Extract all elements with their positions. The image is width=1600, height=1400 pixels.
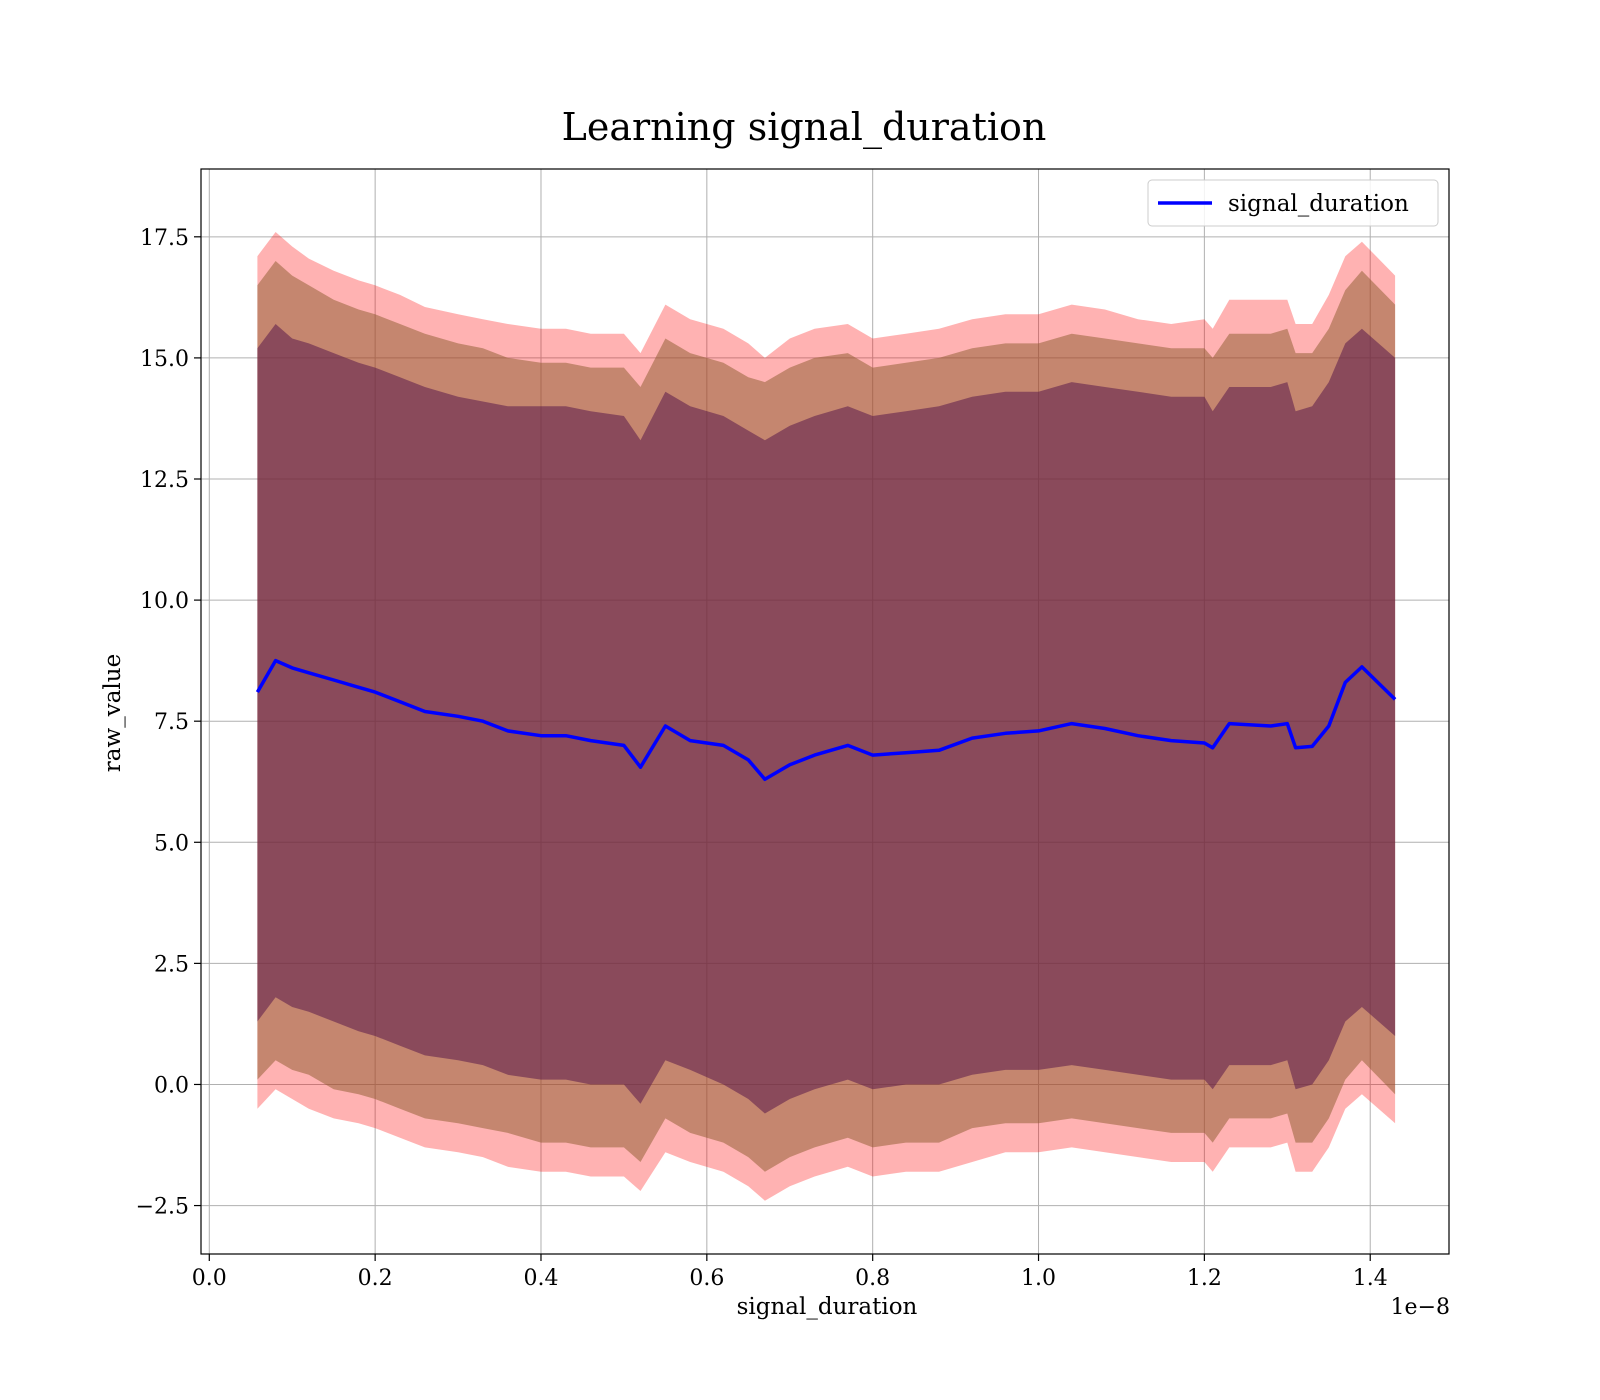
plot-frame bbox=[200, 168, 1450, 1255]
y-tick-label: 12.5 bbox=[140, 468, 189, 493]
x-tick-label: 0.2 bbox=[358, 1266, 393, 1291]
x-tick-label: 0.4 bbox=[523, 1266, 558, 1291]
y-axis-label: raw_value bbox=[100, 654, 126, 772]
y-tick-label: −2.5 bbox=[136, 1195, 189, 1220]
x-tick-label: 0.6 bbox=[689, 1266, 724, 1291]
x-tick-label: 1.2 bbox=[1187, 1266, 1222, 1291]
legend-box bbox=[1147, 179, 1439, 227]
x-tick-label: 1.0 bbox=[1021, 1266, 1056, 1291]
y-axis-ticks: −2.5 0.0 2.5 5.0 7.5 10.0 12.5 15.0 17.5 bbox=[136, 226, 201, 1220]
x-axis-ticks: 0.0 0.2 0.4 0.6 0.8 1.0 1.2 1.4 bbox=[192, 1254, 1388, 1291]
legend-label-signal-duration: signal_duration bbox=[1228, 191, 1409, 217]
lines-layer bbox=[255, 658, 1397, 782]
x-tick-label: 1.4 bbox=[1353, 1266, 1388, 1291]
x-tick-label: 0.8 bbox=[855, 1266, 890, 1291]
x-tick-label: 0.0 bbox=[192, 1266, 227, 1291]
y-tick-label: 2.5 bbox=[154, 952, 189, 977]
x-axis-label: signal_duration bbox=[737, 1294, 918, 1320]
series-line-signal-duration bbox=[255, 658, 1397, 782]
y-tick-label: 15.0 bbox=[140, 347, 189, 372]
y-tick-label: 0.0 bbox=[154, 1073, 189, 1098]
y-tick-label: 10.0 bbox=[140, 589, 189, 614]
chart-title: Learning signal_duration bbox=[562, 105, 1047, 150]
band-inner bbox=[257, 324, 1396, 1114]
legend: signal_duration bbox=[1147, 179, 1439, 227]
y-tick-label: 7.5 bbox=[154, 710, 189, 735]
y-tick-label: 17.5 bbox=[140, 226, 189, 251]
bands-layer bbox=[257, 232, 1396, 1201]
x-axis-offset-label: 1e−8 bbox=[1391, 1295, 1450, 1320]
y-tick-label: 5.0 bbox=[154, 831, 189, 856]
